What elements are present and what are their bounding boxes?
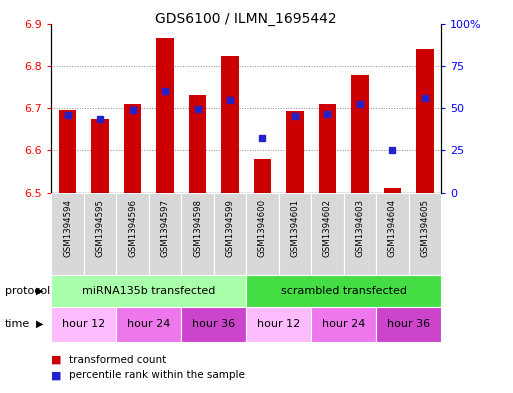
Text: miRNA135b transfected: miRNA135b transfected [82,286,215,296]
Bar [311,307,376,342]
Text: GSM1394600: GSM1394600 [258,199,267,257]
Text: hour 36: hour 36 [192,319,235,329]
Bar [51,193,84,275]
Bar [416,49,434,193]
Bar [319,104,337,193]
Text: ■: ■ [51,354,62,365]
Text: GSM1394598: GSM1394598 [193,199,202,257]
Bar [51,307,116,342]
Bar [279,193,311,275]
Text: ■: ■ [51,370,62,380]
Text: GSM1394596: GSM1394596 [128,199,137,257]
Bar [181,193,214,275]
Bar [189,95,206,193]
Bar [311,193,344,275]
Text: hour 12: hour 12 [62,319,105,329]
Bar [149,193,181,275]
Bar [116,193,149,275]
Text: hour 36: hour 36 [387,319,430,329]
Text: GSM1394594: GSM1394594 [63,199,72,257]
Bar [221,56,239,193]
Bar [286,111,304,193]
Text: scrambled transfected: scrambled transfected [281,286,407,296]
Bar [84,193,116,275]
Bar [51,275,246,307]
Text: GDS6100 / ILMN_1695442: GDS6100 / ILMN_1695442 [155,12,337,26]
Text: GSM1394601: GSM1394601 [290,199,300,257]
Bar [246,275,441,307]
Bar [181,307,246,342]
Text: ▶: ▶ [36,319,44,329]
Text: ▶: ▶ [36,286,44,296]
Bar [253,159,271,193]
Bar [214,193,246,275]
Bar [246,193,279,275]
Text: GSM1394603: GSM1394603 [356,199,364,257]
Text: GSM1394604: GSM1394604 [388,199,397,257]
Text: hour 24: hour 24 [127,319,170,329]
Bar [376,193,409,275]
Bar [58,110,76,193]
Bar [344,193,376,275]
Bar [246,307,311,342]
Bar [376,307,441,342]
Text: GSM1394595: GSM1394595 [95,199,105,257]
Bar [409,193,441,275]
Bar [156,37,174,193]
Text: GSM1394597: GSM1394597 [161,199,169,257]
Text: GSM1394605: GSM1394605 [421,199,429,257]
Bar [116,307,181,342]
Bar [124,104,142,193]
Text: GSM1394602: GSM1394602 [323,199,332,257]
Text: time: time [5,319,30,329]
Text: percentile rank within the sample: percentile rank within the sample [69,370,245,380]
Bar [351,75,369,193]
Text: hour 12: hour 12 [257,319,300,329]
Text: transformed count: transformed count [69,354,167,365]
Bar [91,119,109,193]
Text: GSM1394599: GSM1394599 [226,199,234,257]
Bar [384,188,401,193]
Text: hour 24: hour 24 [322,319,365,329]
Text: protocol: protocol [5,286,50,296]
